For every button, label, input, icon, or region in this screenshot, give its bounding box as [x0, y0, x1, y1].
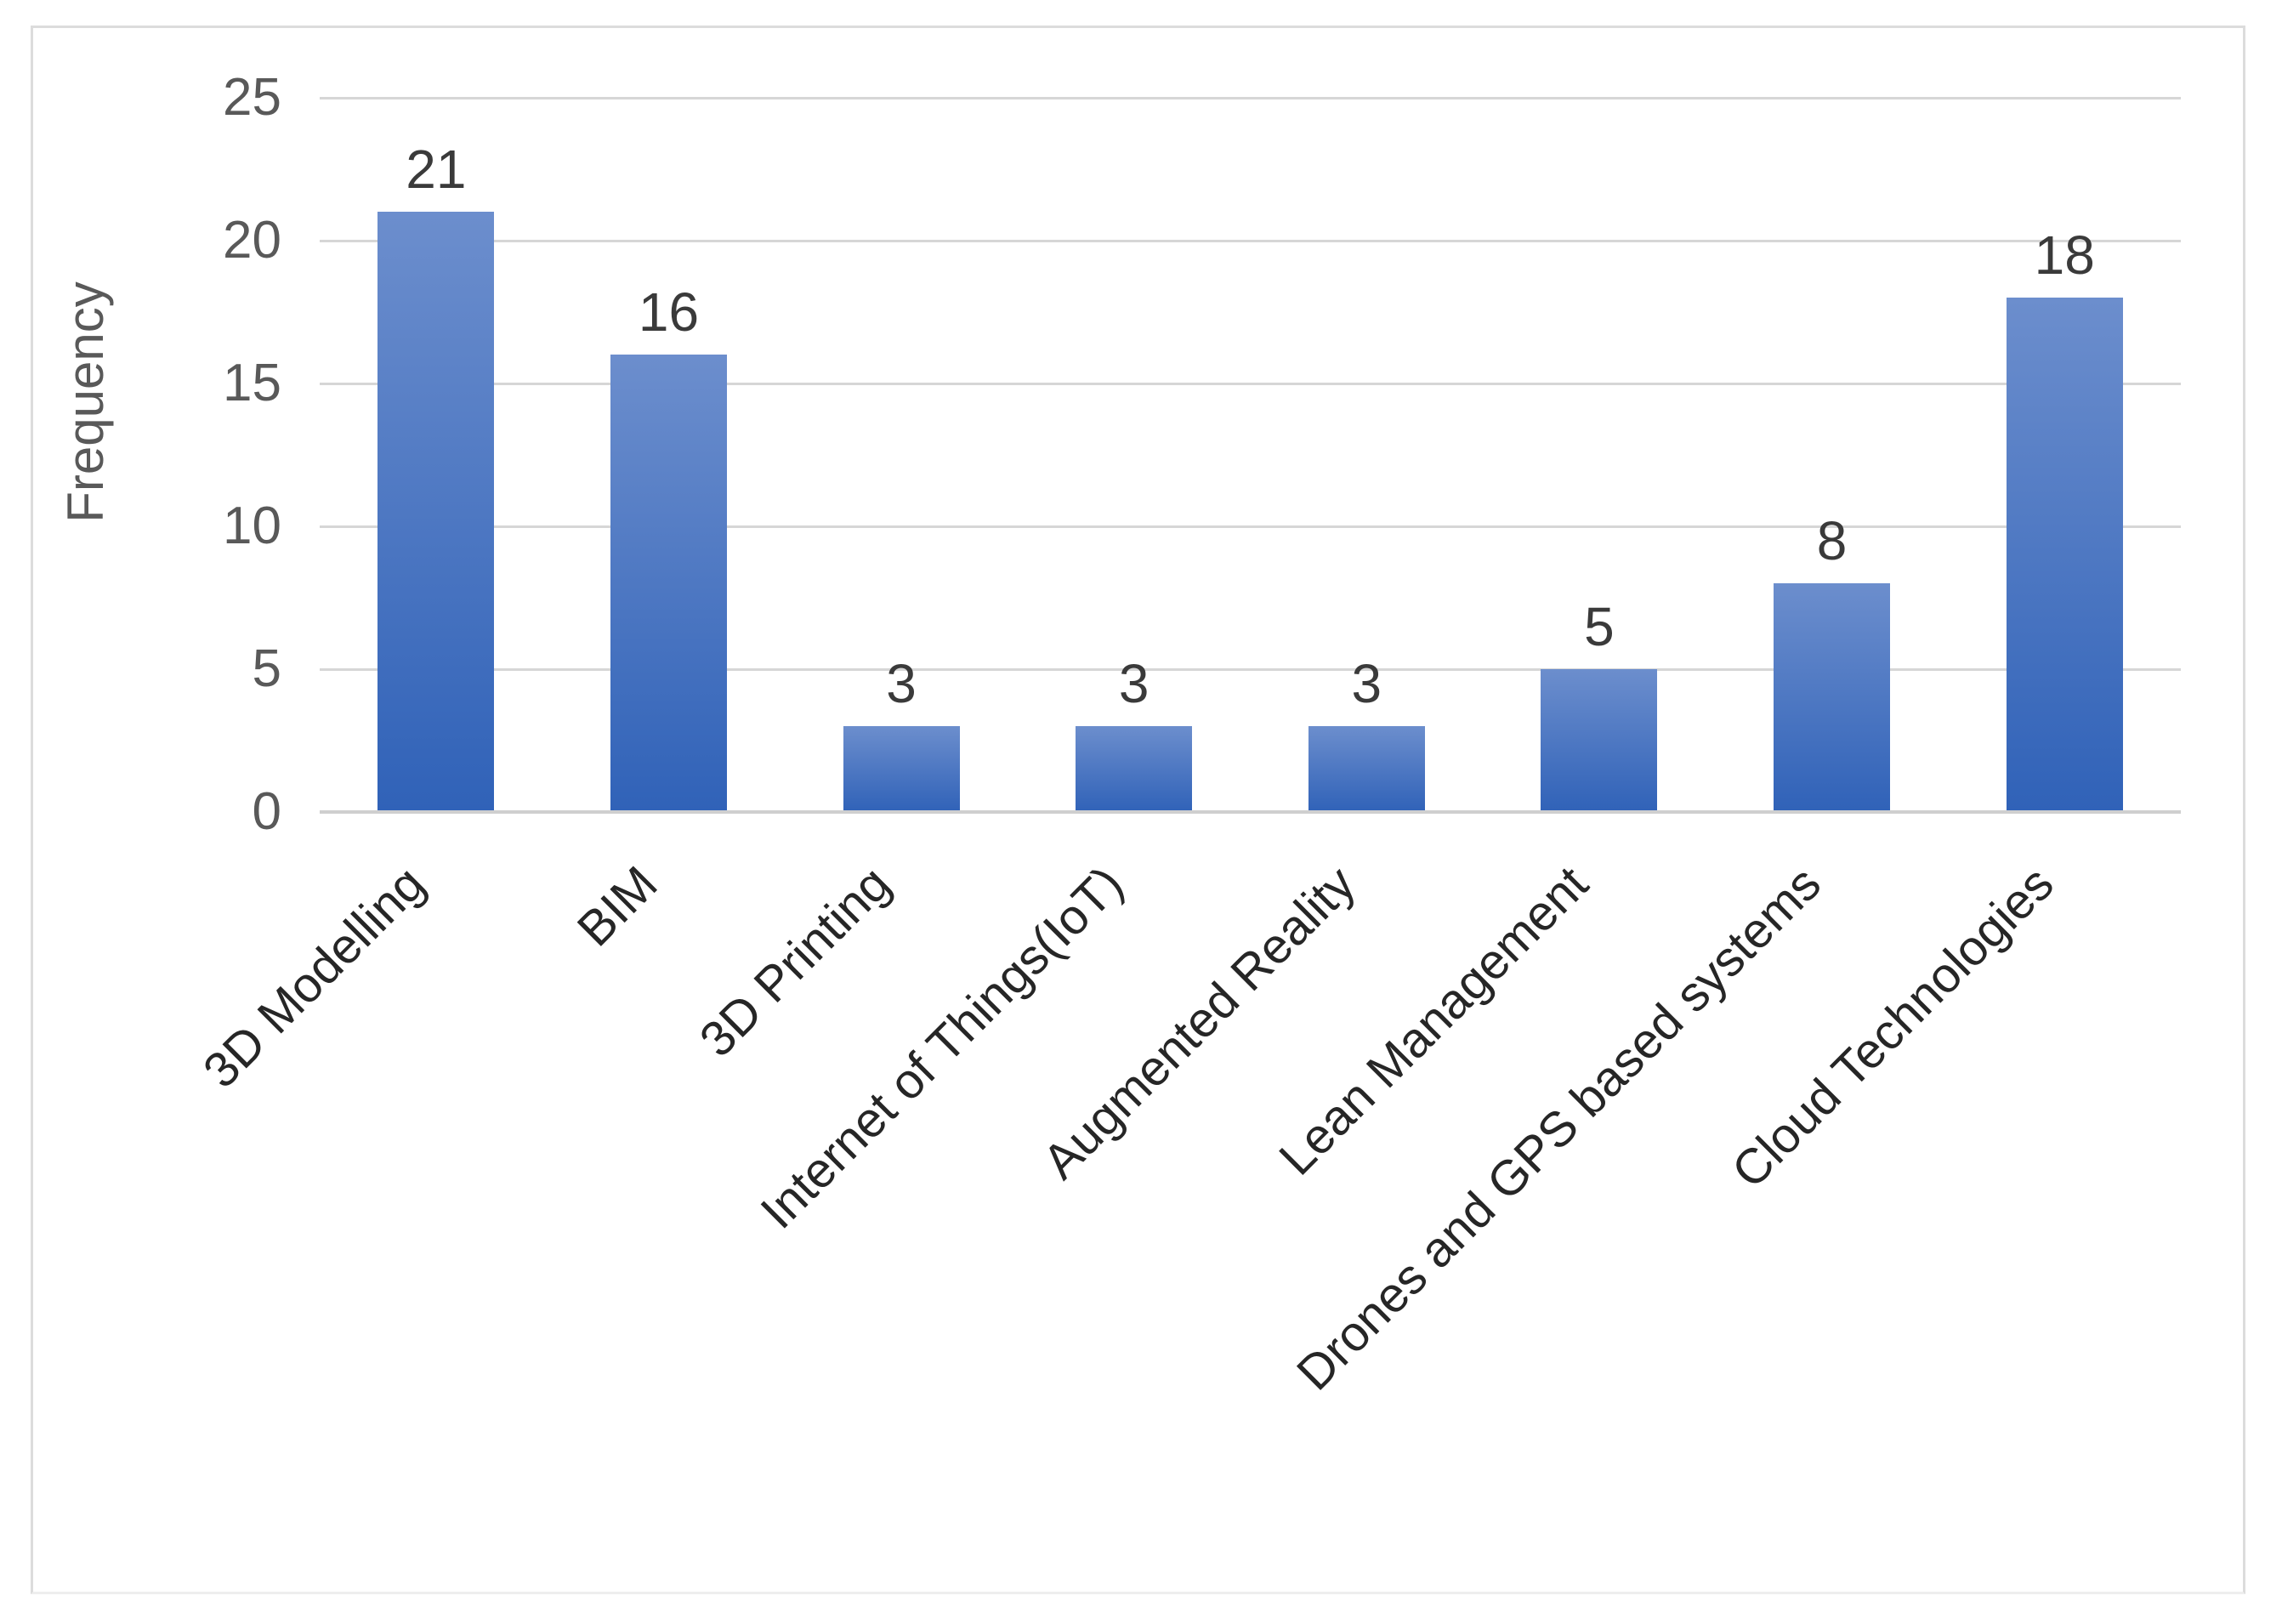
gridline [320, 97, 2181, 99]
bar [1541, 669, 1658, 812]
x-axis-baseline [320, 810, 2181, 814]
bar [843, 726, 960, 812]
y-tick-label: 10 [223, 497, 281, 555]
bar-value-label: 3 [1118, 653, 1150, 715]
bar-value-label: 8 [1816, 510, 1848, 572]
chart-frame: Frequency 0 5 10 15 20 25 21 3D Modelling 16 BIM 3… [31, 26, 2245, 1594]
bar [1308, 726, 1425, 812]
bar [610, 355, 727, 812]
bar-value-label: 3 [1351, 653, 1382, 715]
bar-value-label: 5 [1584, 596, 1615, 657]
bar [2006, 298, 2123, 812]
bar [1774, 583, 1891, 812]
bar-value-label: 18 [2034, 224, 2095, 287]
gridline [320, 525, 2181, 528]
y-tick-label: 20 [223, 211, 281, 270]
x-category-label: BIM [567, 855, 668, 957]
y-tick-label: 5 [252, 639, 281, 698]
bar [377, 212, 495, 812]
plot-area: 0 5 10 15 20 25 21 3D Modelling 16 BIM 3 3D Printin… [33, 28, 2243, 1592]
x-category-label: 3D Printing [689, 855, 901, 1068]
y-tick-label: 25 [223, 68, 281, 127]
gridline [320, 240, 2181, 242]
bar-value-label: 3 [886, 653, 917, 715]
bar-value-label: 16 [638, 281, 700, 344]
bar-value-label: 21 [406, 139, 467, 201]
x-category-label: 3D Modelling [193, 855, 436, 1099]
gridline [320, 383, 2181, 385]
y-tick-label: 0 [252, 782, 281, 841]
gridline [320, 668, 2181, 671]
x-category-label: Drones and GPS based systems [1286, 855, 1832, 1401]
y-tick-label: 15 [223, 354, 281, 412]
bar [1076, 726, 1193, 812]
